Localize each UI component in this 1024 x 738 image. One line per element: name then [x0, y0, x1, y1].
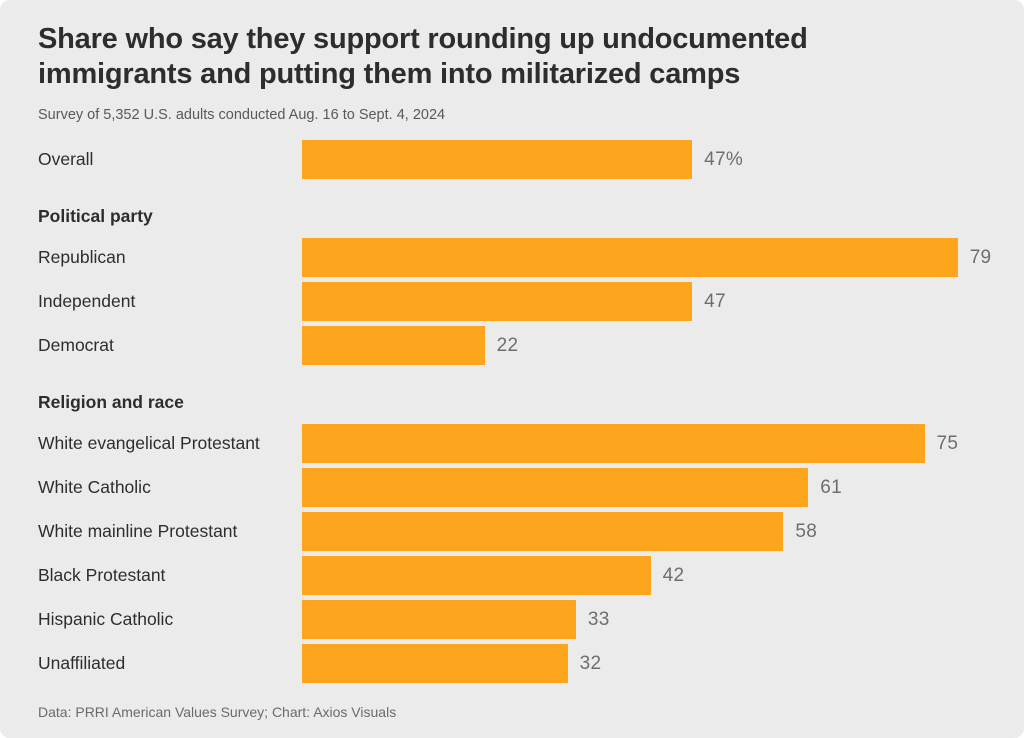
source-credit: Data: PRRI American Values Survey; Chart…	[38, 704, 397, 721]
value-label: 58	[795, 520, 818, 542]
bar-track: 42	[302, 556, 966, 596]
bar-row: Overall 47%	[38, 140, 986, 180]
value-label: 75	[936, 432, 959, 454]
value-label: 33	[587, 608, 610, 630]
bar	[302, 238, 958, 278]
category-label: White evangelical Protestant	[38, 433, 260, 454]
chart-title: Share who say they support rounding up u…	[38, 23, 808, 91]
bar-row: Hispanic Catholic 33	[38, 600, 986, 640]
category-label: Democrat	[38, 335, 114, 356]
bar-chart: Overall 47% Political party Republican 79 Ind…	[38, 140, 991, 684]
bar	[302, 644, 568, 684]
section-header: Political party	[38, 206, 153, 227]
bar-row: White evangelical Protestant 75	[38, 424, 986, 464]
category-label: Republican	[38, 247, 126, 268]
section-header: Religion and race	[38, 392, 184, 413]
chart-subtitle: Survey of 5,352 U.S. adults conducted Au…	[38, 107, 446, 124]
category-label: Black Protestant	[38, 565, 166, 586]
bar	[302, 556, 651, 596]
bar-track: 58	[302, 512, 966, 552]
value-label: 22	[496, 334, 519, 356]
category-label: Independent	[38, 291, 136, 312]
value-label: 42	[662, 564, 685, 586]
bar	[302, 512, 784, 552]
bar-track: 79	[302, 238, 991, 278]
bar	[302, 468, 809, 508]
value-label: 79	[969, 246, 992, 268]
bar	[302, 424, 925, 464]
category-label: Hispanic Catholic	[38, 609, 174, 630]
bar-track: 61	[302, 468, 966, 508]
bar-row: Independent 47	[38, 282, 986, 322]
bar-track: 22	[302, 326, 966, 366]
bar-row: Black Protestant 42	[38, 556, 986, 596]
bar	[302, 282, 693, 322]
bar-track: 75	[302, 424, 966, 464]
bar-track: 32	[302, 644, 966, 684]
bar-track: 47	[302, 282, 966, 322]
value-label: 47%	[704, 148, 744, 170]
bar-track: 33	[302, 600, 966, 640]
value-label: 47	[704, 290, 726, 312]
category-label: White mainline Protestant	[38, 521, 238, 542]
bar-row: Democrat 22	[38, 326, 986, 366]
category-label: White Catholic	[38, 477, 151, 498]
value-label: 61	[820, 476, 843, 498]
bar-row: White mainline Protestant 58	[38, 512, 986, 552]
value-label: 32	[579, 652, 602, 674]
bar	[302, 326, 485, 366]
bar	[302, 600, 576, 640]
category-label: Unaffiliated	[38, 653, 126, 674]
bar-row: Republican 79	[38, 238, 991, 278]
bar-row: White Catholic 61	[38, 468, 986, 508]
bar-track: 47%	[302, 140, 966, 180]
bar-row: Unaffiliated 32	[38, 644, 986, 684]
bar	[302, 140, 693, 180]
category-label: Overall	[38, 149, 94, 170]
